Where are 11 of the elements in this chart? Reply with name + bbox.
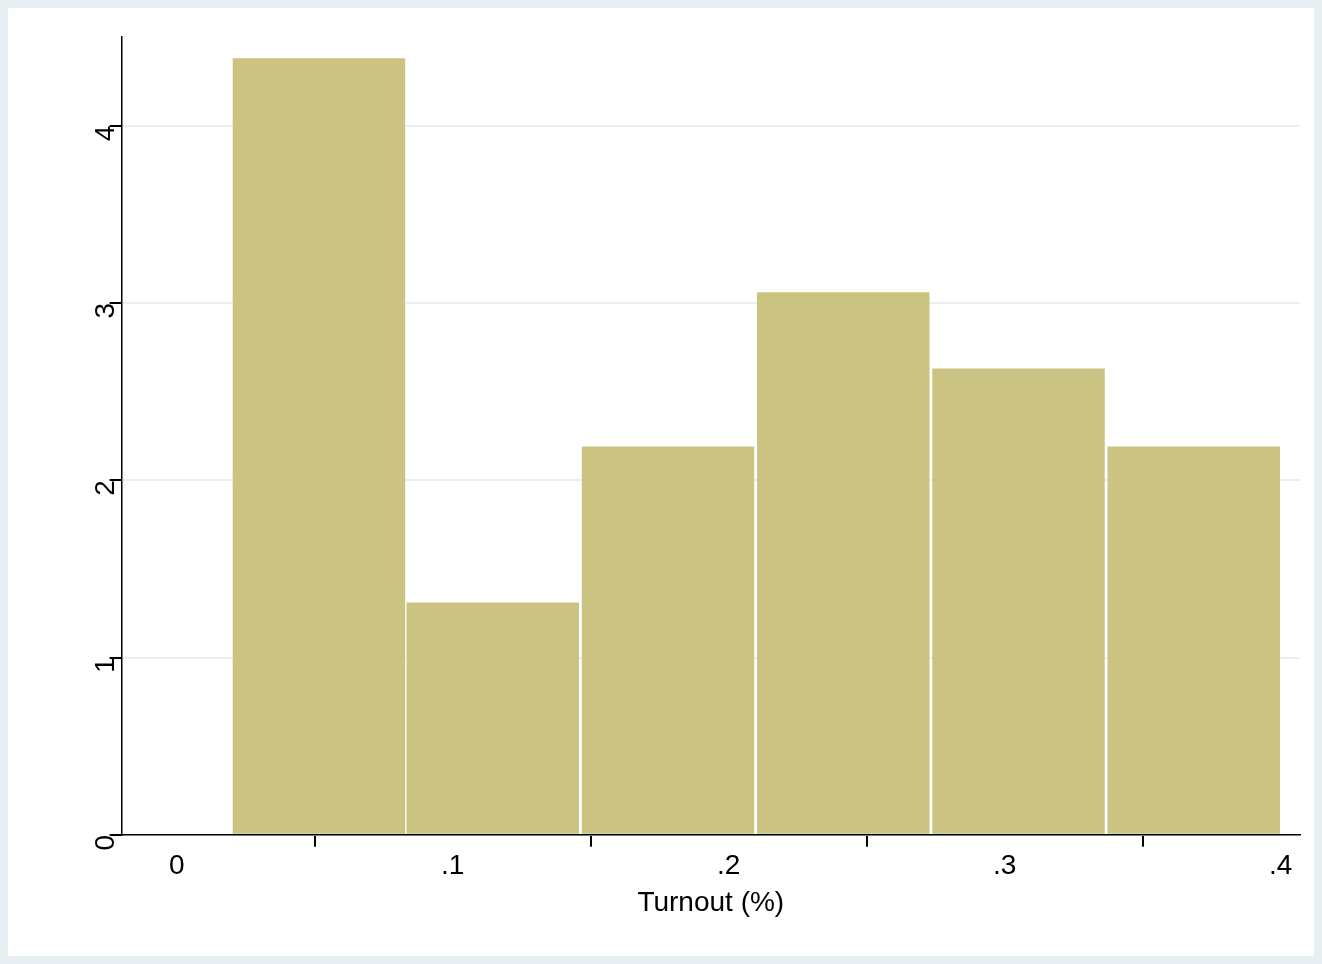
x-tick-label: .4 xyxy=(1269,849,1293,881)
x-tick-label: .1 xyxy=(441,849,465,881)
y-tick-label: 3 xyxy=(89,302,121,319)
y-tick-label: 0 xyxy=(89,834,121,851)
x-tick-label: .3 xyxy=(993,849,1017,881)
y-tick-label: 2 xyxy=(89,480,121,496)
x-tick-label: 0 xyxy=(169,849,185,881)
x-axis-title: Turnout (%) xyxy=(637,885,785,917)
y-tick-label: 1 xyxy=(89,657,121,674)
x-tick-label: .2 xyxy=(717,849,741,881)
y-tick-label: 4 xyxy=(89,125,121,142)
